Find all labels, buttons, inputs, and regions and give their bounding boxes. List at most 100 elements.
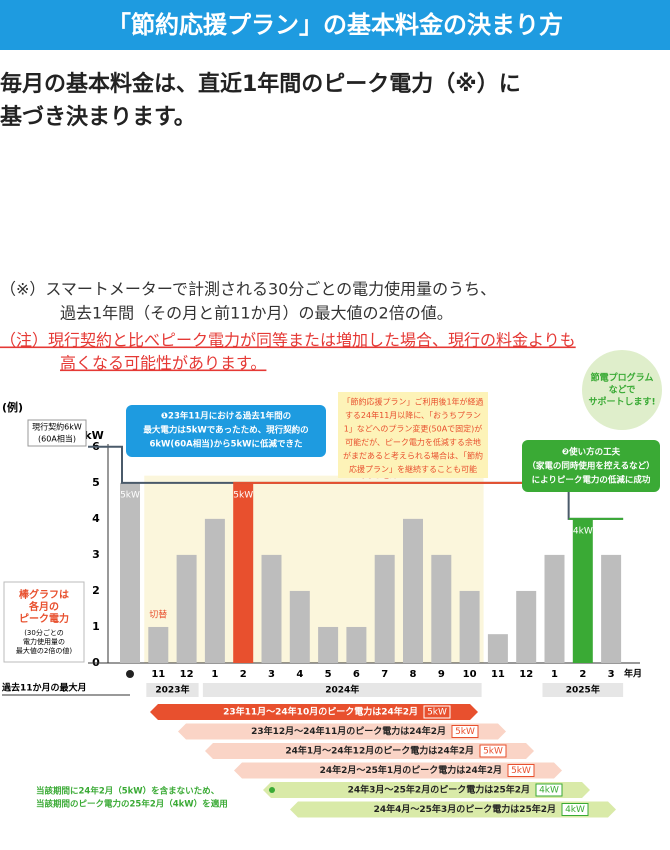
x-tick-label: 8 bbox=[410, 669, 417, 680]
x-tick-label: 12 bbox=[180, 669, 194, 680]
yellow-text: 1」などへのプラン変更(50Aで固定)が bbox=[344, 424, 483, 434]
period-text: 24年4月～25年3月のピーク電力は25年2月 bbox=[374, 803, 556, 815]
period-arrow bbox=[290, 801, 616, 818]
current-text: 現行契約6kW bbox=[32, 422, 82, 432]
bar bbox=[403, 518, 423, 663]
period-text: 24年2月～25年1月のピーク電力は24年2月 bbox=[320, 764, 502, 776]
legend-text: 棒グラフは bbox=[19, 588, 69, 601]
bar bbox=[261, 554, 282, 663]
lead-text: 基づき決まります。 bbox=[0, 105, 196, 130]
y-tick-label: 5 bbox=[92, 476, 100, 489]
period-arrow bbox=[234, 762, 562, 779]
note-text: 過去1年間（その月と前11か月）の最大値の2倍の値。 bbox=[60, 304, 453, 323]
bar-label: 5kW bbox=[120, 490, 140, 500]
current-box bbox=[27, 419, 87, 447]
yellow-box bbox=[338, 392, 488, 478]
x-tick-label: 3 bbox=[268, 669, 275, 680]
x-tick-label: 9 bbox=[438, 669, 445, 680]
caution-text: 高くなる可能性があります。 bbox=[60, 354, 266, 373]
bar bbox=[204, 518, 225, 663]
blue-text: ❶23年11月における過去1年間の bbox=[161, 411, 291, 422]
year-band bbox=[202, 683, 482, 697]
period-note-text: 当該期間のピーク電力の25年2月（4kW）を適用 bbox=[36, 799, 228, 810]
x-axis-label: 年月 bbox=[624, 668, 642, 680]
circle-text: 節電プログラム bbox=[590, 372, 654, 384]
circle-badge bbox=[582, 350, 662, 430]
bar-label: 4kW bbox=[573, 526, 593, 536]
legend-sub-text: (30分ごとの bbox=[24, 628, 64, 637]
bar bbox=[289, 590, 310, 663]
period-note-text: 当該期間に24年2月（5kW）を含まないため、 bbox=[36, 786, 219, 797]
yellow-text: 「節約応援プラン」ご利用後1年が経過 bbox=[342, 397, 483, 407]
legend-box bbox=[3, 581, 85, 663]
bar bbox=[120, 482, 140, 663]
y-tick-label: 4 bbox=[92, 512, 100, 525]
y-tick-label: 3 bbox=[92, 548, 100, 561]
bar bbox=[318, 626, 339, 663]
yellow-text: がまだあると考えられる場合は、「節約 bbox=[343, 451, 483, 461]
period-kw-box bbox=[479, 744, 507, 758]
period-text: 24年3月～25年2月のピーク電力は25年2月 bbox=[348, 784, 530, 796]
x-tick-label: 2 bbox=[579, 669, 586, 680]
current-text: (60A相当) bbox=[38, 434, 76, 444]
x-tick-label: 10 bbox=[463, 669, 477, 680]
year-label: 2023年 bbox=[155, 684, 189, 696]
green-callout bbox=[522, 440, 660, 492]
period-arrow bbox=[263, 782, 590, 798]
example-label: (例) bbox=[2, 400, 23, 414]
yellow-text: する24年11月以降に、「おうちプラン bbox=[345, 410, 481, 420]
x-tick-label: 5 bbox=[325, 669, 332, 680]
x-tick-label: 4 bbox=[296, 669, 303, 680]
period-kw: 4kW bbox=[539, 786, 559, 796]
past-label: 過去11か月の最大月 bbox=[1, 682, 87, 694]
period-kw-box bbox=[561, 803, 589, 816]
x-tick-label: 2 bbox=[240, 669, 247, 680]
bar bbox=[544, 554, 565, 663]
x-tick-label: 11 bbox=[151, 669, 165, 680]
bar bbox=[374, 554, 395, 663]
y-axis-label: kW bbox=[84, 429, 103, 442]
blue-text: 6kW(60A相当)から5kWに低減できた bbox=[149, 439, 302, 450]
legend-sub-text: 最大値の2倍の値) bbox=[16, 646, 72, 655]
green-text: によりピーク電力の低減に成功 bbox=[532, 475, 651, 486]
x-tick-label: 1 bbox=[211, 669, 218, 680]
header-title: 「節約応援プラン」の基本料金の決まり方 bbox=[107, 11, 563, 39]
caution-text: （注）現行契約と比べピーク電力が同等または増加した場合、現行の料金よりも bbox=[0, 331, 576, 350]
switch-label: 切替 bbox=[149, 608, 167, 620]
x-tick-label: 1 bbox=[551, 669, 558, 680]
bar bbox=[516, 590, 537, 663]
bar bbox=[487, 634, 508, 663]
period-arrow bbox=[150, 704, 478, 720]
period-kw: 4kW bbox=[565, 805, 585, 815]
period-kw: 5kW bbox=[455, 727, 475, 737]
circle-text: サポートします! bbox=[588, 396, 655, 408]
period-text: 23年11月～24年10月のピーク電力は24年2月 bbox=[223, 706, 418, 718]
bar bbox=[148, 626, 169, 663]
period-kw-box bbox=[423, 705, 451, 719]
x-tick-label: 11 bbox=[491, 669, 505, 680]
y-tick-label: 1 bbox=[92, 620, 100, 633]
yellow-text: 可能だが、ピーク電力を低減する余地 bbox=[345, 437, 481, 447]
x-tick-label: 3 bbox=[608, 669, 615, 680]
yellow-text: 応援プラン」を継続することも可能 bbox=[349, 464, 477, 474]
shade bbox=[144, 475, 484, 663]
year-label: 2025年 bbox=[566, 684, 600, 696]
period-kw-box bbox=[451, 725, 479, 738]
green-text: ❷使い方の工夫 bbox=[562, 447, 621, 458]
bar bbox=[233, 482, 254, 663]
green-text: （家電の同時使用を控えるなど） bbox=[527, 461, 654, 472]
legend-text: 各月の bbox=[28, 600, 59, 613]
bar bbox=[176, 554, 197, 663]
blue-callout bbox=[126, 405, 326, 457]
bar bbox=[601, 554, 622, 663]
x-tick-label: 7 bbox=[381, 669, 388, 680]
x-tick-label: 6 bbox=[353, 669, 360, 680]
lead-text: 毎月の基本料金は、直近1年間のピーク電力（※）に bbox=[0, 71, 521, 97]
note-text: （※）スマートメーターで計測される30分ごとの電力使用量のうち、 bbox=[0, 280, 496, 299]
x-tick-label: 12 bbox=[519, 669, 533, 680]
period-kw: 5kW bbox=[511, 766, 531, 776]
period-kw: 5kW bbox=[427, 708, 447, 718]
circle-text: などで bbox=[609, 384, 636, 396]
period-text: 23年12月～24年11月のピーク電力は24年2月 bbox=[251, 725, 446, 737]
bar bbox=[459, 590, 480, 663]
